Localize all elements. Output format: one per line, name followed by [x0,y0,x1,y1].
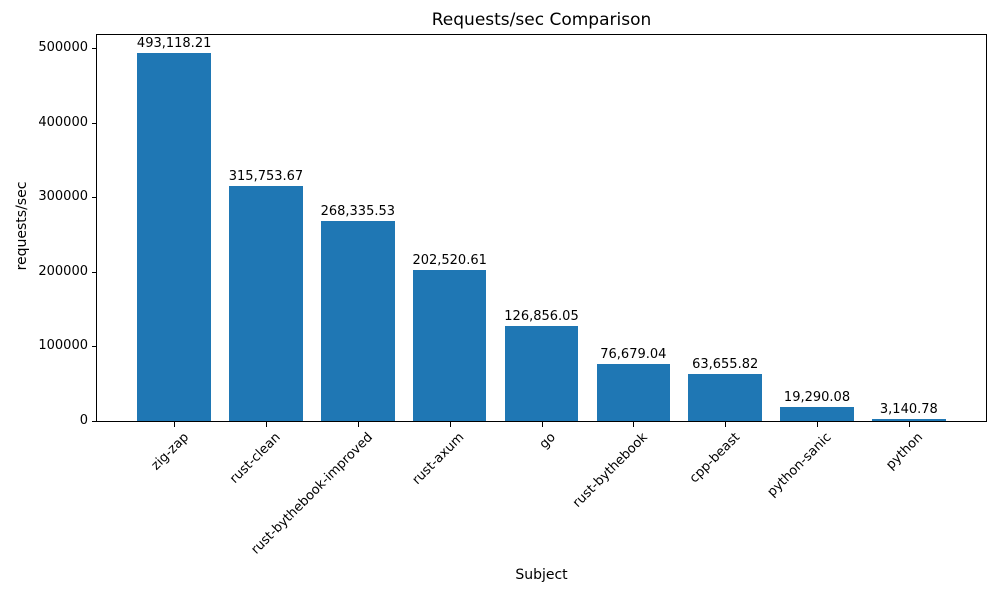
bar-value-label-cpp-beast: 63,655.82 [692,356,759,372]
bar-go [504,326,579,421]
y-tick [92,346,97,348]
x-tick-label-rust-clean: rust-clean [226,430,284,487]
y-tick-label: 100000 [38,338,88,354]
x-tick-label-rust-bythebook: rust-bythebook [570,430,651,511]
x-tick-label-cpp-beast: cpp-beast [686,430,743,487]
x-tick [908,422,910,427]
y-axis-label: requests/sec [14,181,30,271]
y-tick-label: 0 [79,413,88,428]
bar-rust-axum [412,270,487,421]
bar-value-label-zig-zap: 493,118.21 [136,36,212,52]
bar-rust-bythebook-improved [321,220,395,421]
x-tick-label-python: python [883,430,927,473]
x-tick [357,422,359,427]
x-tick-label-go: go [537,430,560,453]
y-tick-label: 300000 [38,189,88,205]
bar-python [872,418,946,421]
y-tick [92,421,97,422]
plot-area [96,34,987,422]
bar-cpp-beast [688,373,762,421]
x-axis-label: Subject [515,567,568,583]
y-tick-label: 500000 [38,40,88,56]
y-tick-label: 200000 [38,263,88,279]
bar-value-label-rust-clean: 315,753.67 [228,168,304,184]
y-tick [92,122,97,124]
x-tick [541,422,543,427]
y-tick [92,48,97,50]
y-tick-label: 400000 [38,114,88,130]
x-tick [449,422,451,427]
bar-rust-clean [229,185,303,421]
bar-python-sanic [780,406,854,421]
chart-title: Requests/sec Comparison [431,10,652,30]
bar-value-label-go: 126,856.05 [504,309,579,325]
bar-value-label-rust-bythebook-improved: 268,335.53 [320,203,396,219]
bar-rust-bythebook [596,363,671,421]
x-tick [265,422,267,427]
x-tick [633,422,635,427]
x-tick [817,422,819,427]
y-tick [92,197,97,199]
bar-value-label-rust-bythebook: 76,679.04 [600,346,667,362]
bar-value-label-python-sanic: 19,290.08 [783,389,851,405]
bar-value-label-python: 3,140.78 [879,401,938,417]
y-tick [92,271,97,273]
x-tick-label-rust-axum: rust-axum [409,430,468,488]
x-tick-label-zig-zap: zig-zap [148,430,192,474]
bar-value-label-rust-axum: 202,520.61 [412,253,487,269]
x-tick [725,422,727,427]
x-tick-label-python-sanic: python-sanic [764,430,835,500]
x-tick [174,422,176,427]
bar-zig-zap [137,53,211,421]
